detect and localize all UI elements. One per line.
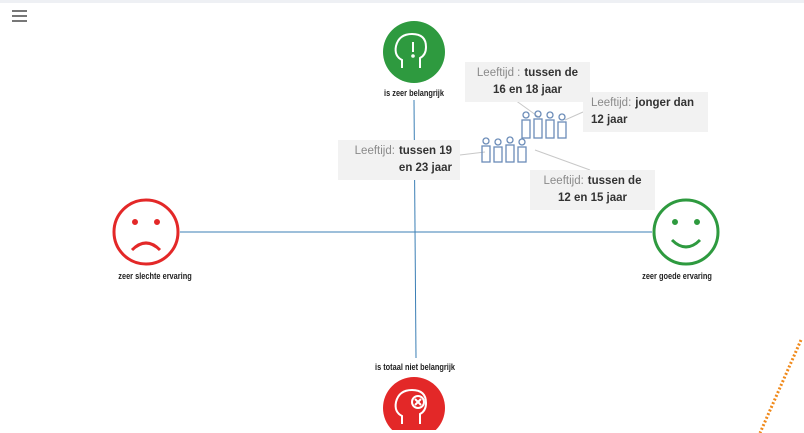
people-icons bbox=[481, 110, 567, 163]
happy-face bbox=[652, 198, 720, 266]
axis-label-top: is zeer belangrijk bbox=[384, 88, 444, 98]
tooltip: Leeftijd : tussen de 16 en 18 jaar bbox=[465, 62, 590, 102]
tooltip-key: Leeftijd: bbox=[354, 145, 395, 157]
not-important-icon bbox=[383, 377, 445, 433]
menu-icon[interactable] bbox=[12, 10, 27, 22]
tooltip: Leeftijd: tussen de 12 en 15 jaar bbox=[530, 170, 655, 210]
head-glyph bbox=[394, 388, 428, 424]
tooltip-value: tussen de 12 en 15 jaar bbox=[557, 175, 642, 204]
sad-face bbox=[112, 198, 180, 266]
tooltip-key: Leeftijd: bbox=[543, 175, 584, 187]
top-bar bbox=[0, 0, 804, 3]
tooltip-value: jonger dan 12 jaar bbox=[591, 97, 695, 126]
tooltip-key: Leeftijd: bbox=[591, 97, 632, 109]
tooltip-value: tussen de 16 en 18 jaar bbox=[492, 67, 579, 96]
head-glyph bbox=[394, 32, 428, 68]
tooltip: Leeftijd: tussen 19 en 23 jaar bbox=[338, 140, 460, 180]
vertical-axis bbox=[413, 99, 417, 359]
tooltip-key: Leeftijd : bbox=[476, 67, 521, 79]
tooltip: Leeftijd: jonger dan 12 jaar bbox=[583, 92, 708, 132]
axis-label-bottom: is totaal niet belangrijk bbox=[375, 362, 455, 372]
axis-label-right: zeer goede ervaring bbox=[642, 271, 712, 281]
dotted-line bbox=[758, 339, 803, 433]
axis-label-left: zeer slechte ervaring bbox=[118, 271, 192, 281]
leader-lines bbox=[459, 99, 591, 171]
tooltip-value: tussen 19 en 23 jaar bbox=[398, 145, 452, 174]
